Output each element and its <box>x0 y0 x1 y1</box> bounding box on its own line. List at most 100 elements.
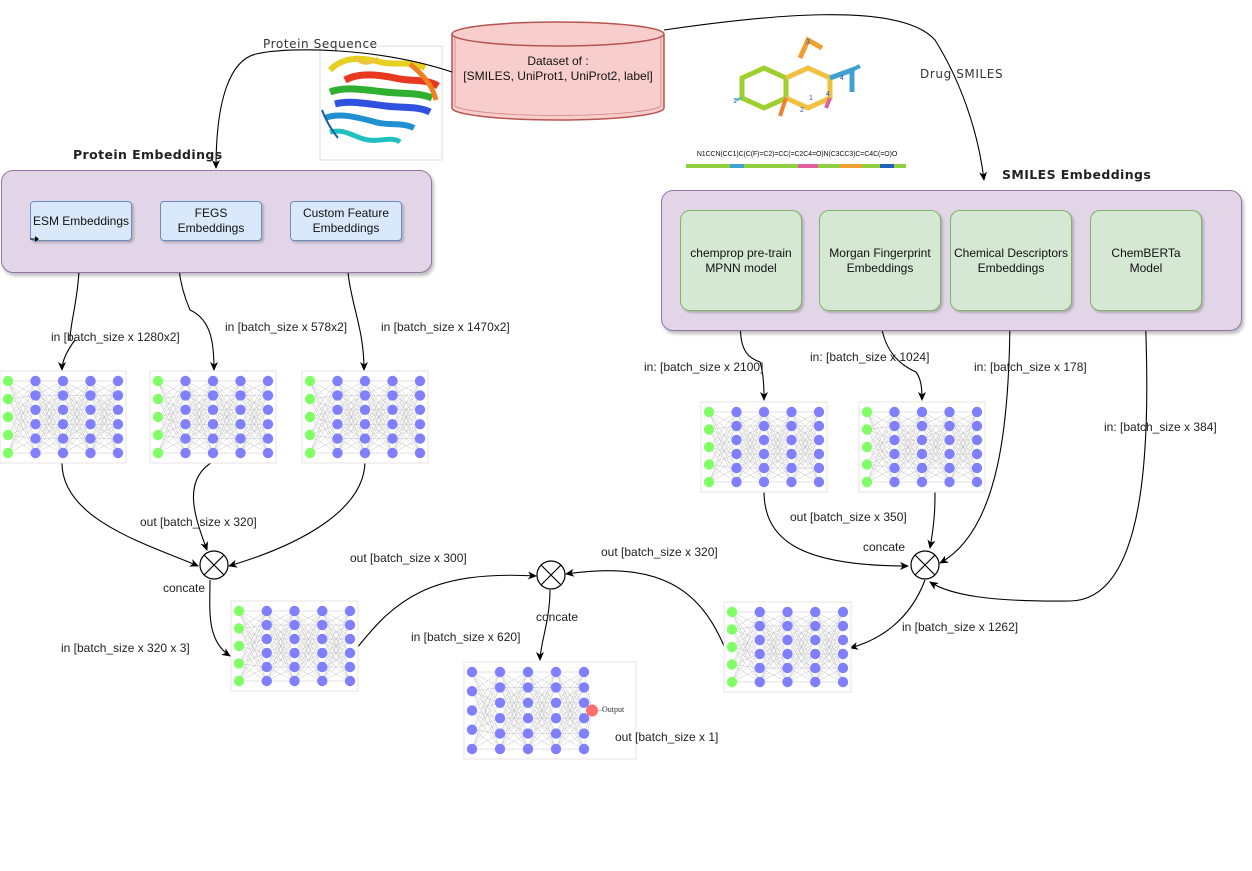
nn-input-node <box>703 476 715 488</box>
nn-hidden-node <box>889 434 900 446</box>
nn-hidden-node <box>359 433 371 444</box>
nn-hidden-node <box>813 476 825 488</box>
nn-input-node <box>304 429 316 441</box>
nn-input-node <box>726 641 738 653</box>
nn-hidden-node <box>262 433 274 444</box>
nn-hidden-node <box>758 448 770 460</box>
nn-hidden-node <box>550 697 562 708</box>
nn-hidden-node <box>971 420 983 432</box>
nn-hidden-node <box>758 462 770 474</box>
nn-hidden-node <box>578 666 590 678</box>
nn-hidden-node <box>810 676 821 688</box>
nn-hidden-node <box>57 419 69 430</box>
nn-hidden-node <box>813 448 825 460</box>
nn-hidden-node <box>359 447 371 459</box>
nn-hidden-node <box>731 448 742 460</box>
nn-hidden-node <box>754 676 765 688</box>
nn-hidden-node <box>782 634 793 646</box>
nn-hidden-node <box>30 447 41 459</box>
nn-hidden-node <box>754 634 765 646</box>
nn-hidden-node <box>30 433 41 444</box>
nn-hidden-node <box>414 433 426 444</box>
nn-input-node <box>2 375 14 387</box>
protein-concat-operator <box>199 550 229 580</box>
nn-hidden-node <box>57 404 69 415</box>
nn-input-node <box>233 640 245 652</box>
smiles-group-title: SMILES Embeddings <box>1002 167 1152 182</box>
nn-hidden-node <box>57 447 69 459</box>
nn-hidden-node <box>261 619 272 631</box>
nn-input-node <box>861 476 873 488</box>
svg-text:4: 4 <box>826 91 830 98</box>
nn-hidden-node <box>889 462 900 474</box>
nn-hidden-node <box>550 743 562 755</box>
nn-hidden-node <box>786 476 797 488</box>
custom-input-dim-label: in [batch_size x 1470x2] <box>381 320 510 334</box>
nn-input-node <box>703 424 715 435</box>
nn-hidden-node <box>414 419 426 430</box>
nn-hidden-node <box>837 634 849 646</box>
chemberta-input-dim-label: in: [batch_size x 384] <box>1104 420 1217 434</box>
nn-hidden-node <box>261 633 272 645</box>
nn-hidden-node <box>235 390 246 401</box>
nn-hidden-node <box>85 404 96 415</box>
nn-input-node <box>233 675 245 687</box>
nn-hidden-node <box>916 406 928 418</box>
nn-hidden-node <box>235 447 246 459</box>
nn-hidden-node <box>494 697 506 708</box>
nn-hidden-node <box>85 375 96 387</box>
nn-hidden-node <box>810 648 821 660</box>
nn-hidden-node <box>837 648 849 660</box>
nn-hidden-node <box>731 420 742 432</box>
nn-hidden-node <box>494 682 506 693</box>
nn-hidden-node <box>235 433 246 444</box>
nn-hidden-node <box>889 448 900 460</box>
nn-hidden-node <box>359 375 371 387</box>
nn-input-node <box>2 447 14 459</box>
nn-input-node <box>726 659 738 670</box>
nn-hidden-node <box>971 476 983 488</box>
nn-hidden-node <box>332 447 343 459</box>
nn-hidden-node <box>522 743 534 755</box>
nn-hidden-node <box>344 661 356 673</box>
nn-input-node <box>466 724 478 735</box>
chemprop-mpnn-box: chemprop pre-train MPNN model <box>680 210 802 311</box>
nn-hidden-node <box>235 404 246 415</box>
smiles-final-output-label: out [batch_size x 320] <box>601 545 718 559</box>
esm-embeddings-box: ESM Embeddings <box>30 201 132 241</box>
nn-input-node <box>703 406 715 418</box>
nn-hidden-node <box>262 390 274 401</box>
fegs-input-dim-label: in [batch_size x 578x2] <box>225 320 348 334</box>
nn-hidden-node <box>578 728 590 739</box>
nn-hidden-node <box>387 419 398 430</box>
nn-hidden-node <box>317 661 328 673</box>
nn-hidden-node <box>180 390 191 401</box>
final-concat-label: concate <box>536 610 579 624</box>
nn-hidden-node <box>289 675 300 687</box>
final-concat-operator <box>536 560 566 590</box>
nn-hidden-node <box>85 447 96 459</box>
nn-hidden-node <box>494 666 506 678</box>
nn-hidden-node <box>57 433 69 444</box>
protein-group-title: Protein Embeddings <box>73 147 223 162</box>
nn-hidden-node <box>810 606 821 618</box>
nn-hidden-node <box>261 675 272 687</box>
nn-input-node <box>2 393 14 405</box>
nn-input-node <box>152 411 164 423</box>
molecule-structure-image: 3 1 4 4 2 1 <box>684 36 910 175</box>
nn-hidden-node <box>289 633 300 645</box>
nn-hidden-node <box>782 620 793 632</box>
nn-hidden-node <box>387 375 398 387</box>
nn-hidden-node <box>344 605 356 617</box>
svg-text:3: 3 <box>806 39 810 46</box>
nn-hidden-node <box>414 375 426 387</box>
nn-hidden-node <box>317 647 328 659</box>
nn-input-node <box>466 705 478 716</box>
nn-hidden-node <box>112 419 124 430</box>
nn-hidden-node <box>754 620 765 632</box>
nn-hidden-node <box>207 433 219 444</box>
custom-feature-embeddings-box: Custom Feature Embeddings <box>290 201 402 241</box>
nn-hidden-node <box>414 447 426 459</box>
nn-hidden-node <box>731 476 742 488</box>
nn-hidden-node <box>944 420 955 432</box>
